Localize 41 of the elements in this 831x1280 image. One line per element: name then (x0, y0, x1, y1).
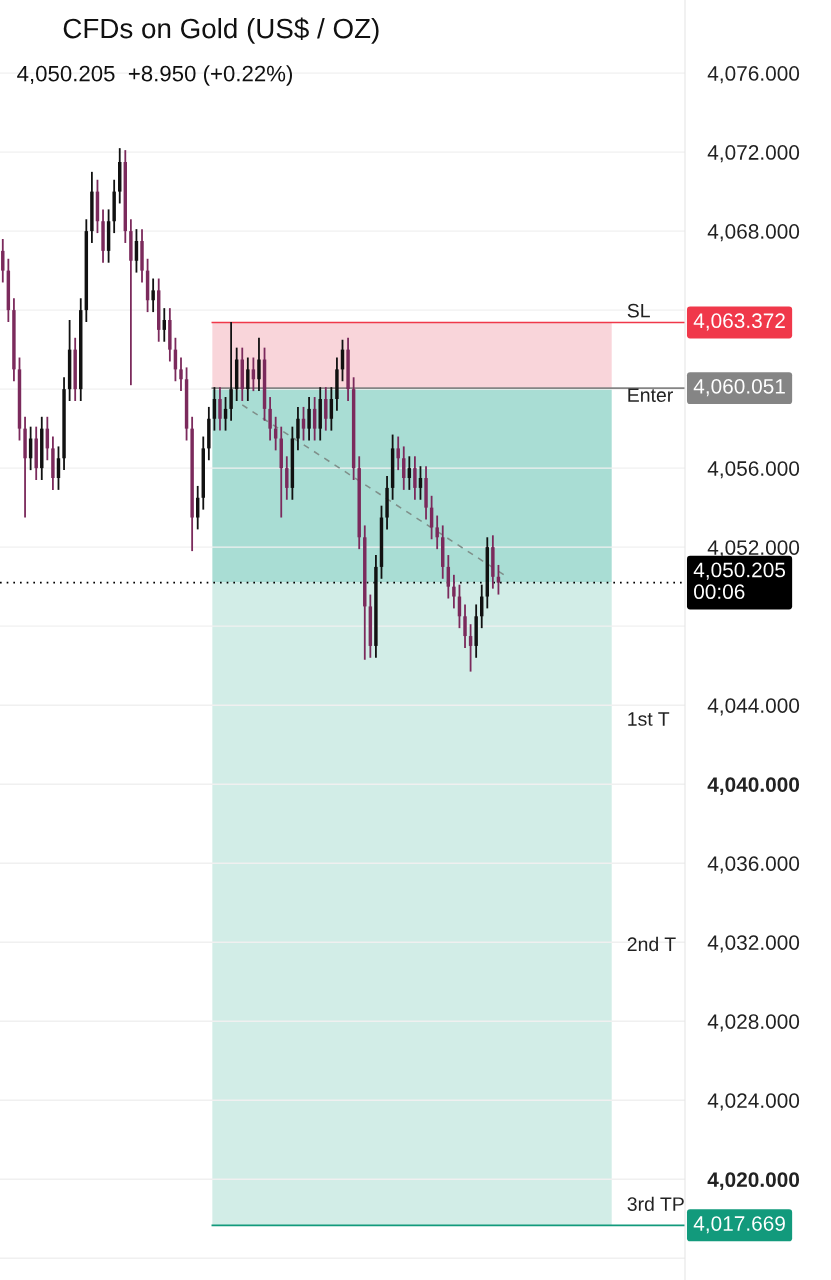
text: 4,050.205 +8.950 (+0.22%) (17, 65, 292, 86)
candlestick (307, 396, 311, 442)
y-tick-label: 4,068.000 (707, 224, 800, 242)
candlestick (463, 603, 467, 649)
y-tick-label: 4,076.000 (707, 66, 800, 84)
candlestick (151, 277, 155, 314)
candlestick (1, 238, 5, 284)
candlestick (396, 435, 400, 472)
y-tick-label: 4,024.000 (707, 1093, 800, 1111)
text: CFDs on Gold (US$ / OZ) (63, 17, 379, 44)
ref-line-label: 4,063.372 (693, 313, 785, 331)
y-tick-label: 4,044.000 (707, 698, 800, 716)
y-tick-label: 4,072.000 (707, 145, 800, 163)
y-tick-label: 4,020.000 (707, 1172, 800, 1191)
annotation: Enter (628, 388, 673, 403)
candlestick (435, 514, 439, 551)
annotation: 2nd T (627, 936, 676, 952)
ref-line-label: 4,017.669 (693, 1216, 785, 1234)
y-tick-label: 4,032.000 (707, 935, 800, 953)
candlestick (413, 455, 417, 501)
candlestick (229, 321, 233, 422)
annotation: 1st T (628, 712, 670, 726)
ref-line-label: 4,060.051 (693, 378, 785, 397)
candlestick (496, 564, 501, 596)
candlestick (285, 455, 289, 501)
y-tick-label: 4,028.000 (707, 1014, 800, 1032)
candlestick (218, 386, 222, 432)
candlestick (179, 356, 183, 393)
candlestick (452, 573, 456, 610)
annotation: SL (627, 303, 650, 318)
ref-line-label: 4,050.205 00:06 (693, 562, 786, 600)
candlestick (246, 356, 250, 402)
y-tick-label: 4,040.000 (707, 777, 800, 795)
candlestick (296, 406, 300, 452)
y-tick-label: 4,056.000 (707, 461, 800, 479)
y-tick-label: 4,052.000 (707, 540, 800, 558)
candlestick (268, 396, 272, 442)
candlestick (257, 336, 261, 393)
candlestick (324, 386, 328, 432)
annotation: 3rd TP (627, 1196, 684, 1211)
y-tick-label: 4,036.000 (707, 856, 800, 874)
